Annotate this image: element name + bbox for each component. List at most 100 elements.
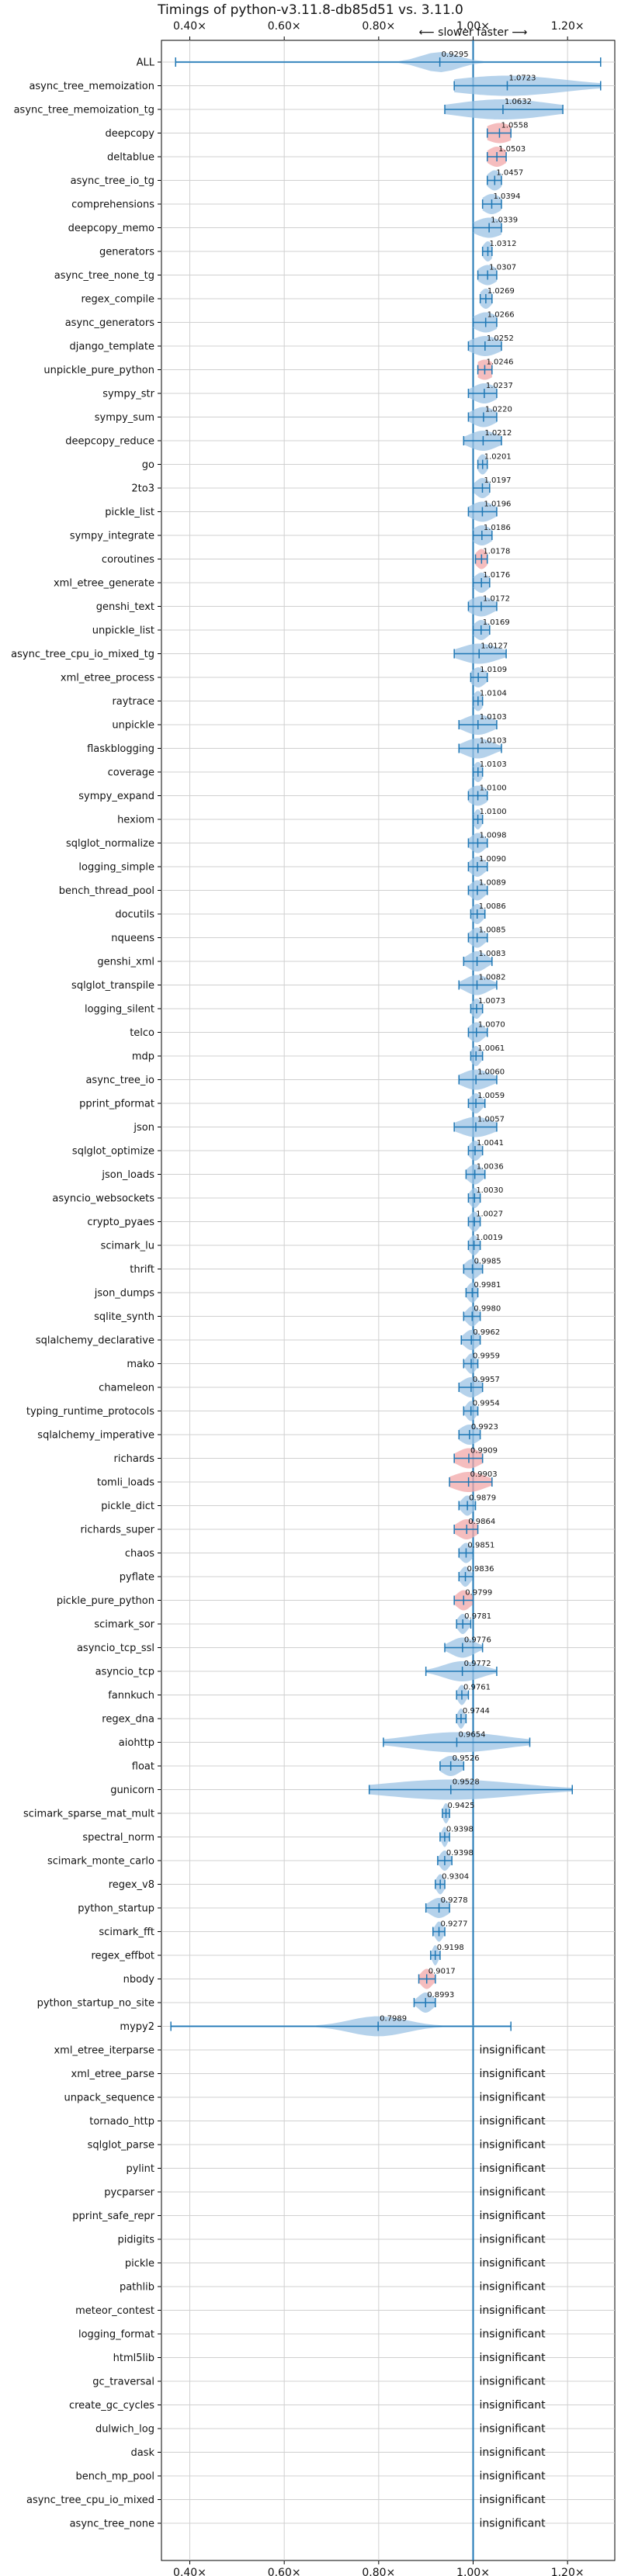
value-label: 1.0083 bbox=[479, 950, 506, 958]
row-label: scimark_sor bbox=[94, 1619, 154, 1631]
value-label: 1.0103 bbox=[480, 760, 507, 769]
row-label: sqlglot_transpile bbox=[71, 980, 154, 992]
value-label: 1.0057 bbox=[477, 1116, 505, 1124]
value-label: 0.9304 bbox=[442, 1873, 469, 1882]
row-label: pyflate bbox=[120, 1572, 154, 1584]
value-label: 1.0089 bbox=[479, 879, 506, 888]
row-label: nbody bbox=[123, 1974, 155, 1986]
row-label: html5lib bbox=[113, 2353, 154, 2364]
value-label: 0.9836 bbox=[467, 1565, 494, 1574]
insignificant-label: insignificant bbox=[480, 2186, 546, 2199]
row-label: pidigits bbox=[118, 2235, 155, 2246]
value-label: 1.0085 bbox=[479, 926, 506, 935]
value-label: 0.9879 bbox=[469, 1494, 496, 1503]
insignificant-label: insignificant bbox=[480, 2518, 546, 2530]
row-label: scimark_monte_carlo bbox=[47, 1856, 154, 1868]
row-label: bench_thread_pool bbox=[59, 885, 154, 897]
row-label: pickle_pure_python bbox=[57, 1595, 154, 1607]
x-tick-label-top: 0.60× bbox=[268, 20, 301, 33]
insignificant-label: insignificant bbox=[480, 2376, 546, 2388]
row-label: tomli_loads bbox=[97, 1477, 154, 1489]
insignificant-label: insignificant bbox=[480, 2045, 546, 2057]
insignificant-label: insignificant bbox=[480, 2328, 546, 2341]
x-tick-label-bottom: 1.00× bbox=[456, 2567, 490, 2576]
value-label: 0.9761 bbox=[463, 1684, 491, 1692]
insignificant-label: insignificant bbox=[480, 2257, 546, 2270]
row-label: sqlalchemy_declarative bbox=[36, 1335, 154, 1347]
value-label: 1.0632 bbox=[505, 98, 532, 106]
row-label: sqlite_synth bbox=[94, 1311, 154, 1323]
value-label: 1.0197 bbox=[484, 476, 511, 485]
x-tick-label-top: 0.40× bbox=[173, 20, 206, 33]
insignificant-label: insignificant bbox=[480, 2115, 546, 2128]
value-label: 1.0090 bbox=[479, 855, 506, 864]
value-label: 1.0269 bbox=[487, 287, 515, 296]
value-label: 0.9017 bbox=[428, 1968, 456, 1976]
insignificant-label: insignificant bbox=[480, 2423, 546, 2436]
row-label: scimark_lu bbox=[101, 1241, 154, 1252]
insignificant-label: insignificant bbox=[480, 2092, 546, 2104]
row-label: meteor_contest bbox=[75, 2305, 154, 2317]
x-tick-label-top: 1.00× bbox=[456, 20, 490, 33]
row-label: deepcopy_reduce bbox=[65, 436, 154, 448]
insignificant-label: insignificant bbox=[480, 2494, 546, 2506]
row-label: coroutines bbox=[102, 554, 154, 566]
value-label: 1.0041 bbox=[477, 1139, 504, 1148]
row-label: pylint bbox=[126, 2163, 154, 2175]
row-label: deltablue bbox=[107, 152, 154, 164]
row-label: richards_super bbox=[80, 1525, 154, 1536]
plot-frame bbox=[161, 40, 616, 2561]
value-label: 1.0307 bbox=[489, 264, 516, 272]
row-label: regex_compile bbox=[81, 294, 154, 306]
x-tick-label-bottom: 1.20× bbox=[551, 2567, 585, 2576]
insignificant-label: insignificant bbox=[480, 2068, 546, 2080]
value-label: 0.9278 bbox=[441, 1896, 468, 1905]
row-label: dulwich_log bbox=[95, 2424, 154, 2436]
row-label: mdp bbox=[132, 1051, 154, 1063]
insignificant-label: insignificant bbox=[480, 2210, 546, 2222]
value-label: 0.9957 bbox=[473, 1376, 500, 1384]
value-label: 1.0312 bbox=[489, 240, 516, 248]
x-tick-label-bottom: 0.60× bbox=[268, 2567, 301, 2576]
row-label: xml_etree_generate bbox=[54, 578, 154, 590]
value-label: 1.0178 bbox=[483, 548, 510, 556]
value-label: 1.0073 bbox=[478, 997, 505, 1006]
row-label: pickle bbox=[125, 2258, 154, 2270]
value-label: 0.9772 bbox=[464, 1660, 491, 1668]
row-label: json_dumps bbox=[94, 1288, 154, 1300]
row-label: async_tree_cpu_io_mixed bbox=[26, 2495, 154, 2506]
row-label: dask bbox=[130, 2447, 154, 2459]
row-label: docutils bbox=[115, 909, 154, 921]
insignificant-label: insignificant bbox=[480, 2234, 546, 2246]
value-label: 1.0103 bbox=[480, 737, 507, 746]
x-tick-label-bottom: 0.80× bbox=[362, 2567, 395, 2576]
row-label: comprehensions bbox=[71, 199, 154, 211]
value-label: 0.9198 bbox=[437, 1944, 464, 1952]
row-label: async_tree_memoization_tg bbox=[14, 105, 154, 116]
value-label: 1.0196 bbox=[484, 500, 511, 509]
row-label: sqlglot_parse bbox=[88, 2140, 154, 2152]
value-label: 1.0036 bbox=[477, 1163, 504, 1172]
row-label: regex_v8 bbox=[109, 1879, 154, 1891]
row-label: regex_dna bbox=[102, 1714, 154, 1726]
row-label: flaskblogging bbox=[87, 743, 154, 755]
row-label: python_startup_no_site bbox=[37, 1998, 154, 2010]
value-label: 1.0237 bbox=[486, 382, 513, 390]
value-label: 1.0339 bbox=[491, 216, 518, 225]
row-label: typing_runtime_protocols bbox=[26, 1406, 154, 1418]
x-tick-label-top: 0.80× bbox=[362, 20, 395, 33]
row-label: pickle_list bbox=[105, 507, 154, 518]
row-label: tornado_http bbox=[89, 2116, 154, 2128]
row-label: gunicorn bbox=[110, 1785, 154, 1796]
row-label: logging_simple bbox=[78, 862, 154, 874]
row-label: async_tree_memoization bbox=[29, 81, 154, 92]
value-label: 1.0172 bbox=[483, 595, 510, 604]
value-label: 1.0212 bbox=[484, 429, 512, 438]
value-label: 1.0100 bbox=[480, 808, 507, 816]
row-label: xml_etree_process bbox=[61, 673, 154, 684]
row-label: mypy2 bbox=[120, 2021, 154, 2033]
row-label: pprint_safe_repr bbox=[72, 2211, 154, 2222]
row-label: unpickle_pure_python bbox=[43, 365, 154, 376]
row-label: pathlib bbox=[120, 2282, 154, 2294]
